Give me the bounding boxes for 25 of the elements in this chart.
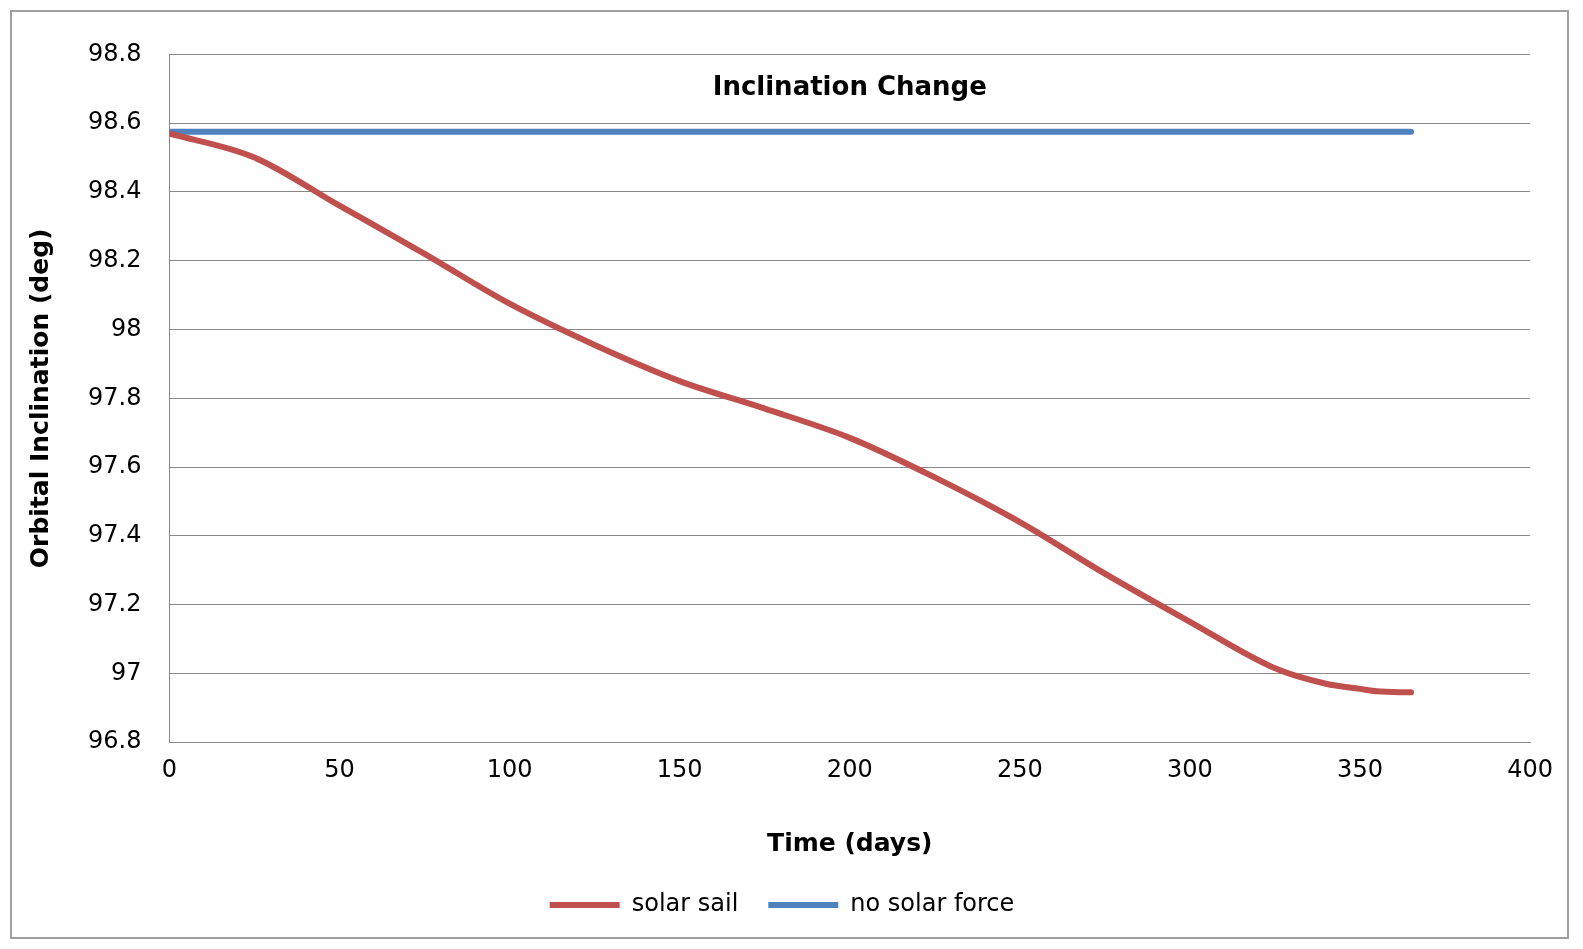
x-tick-label: 150 (656, 754, 703, 783)
y-tick-label: 97.2 (88, 588, 142, 617)
y-tick-label: 98.2 (88, 244, 142, 273)
y-tick-label: 98.6 (88, 107, 142, 136)
x-tick-label: 200 (826, 754, 873, 783)
text: Inclination Change (712, 71, 987, 102)
x-axis-title: Time (days) (767, 827, 933, 857)
legend-label: no solar force (850, 889, 1015, 918)
x-tick-label: 50 (324, 754, 355, 783)
x-tick-label: 250 (996, 754, 1043, 783)
y-tick-label: 97.8 (88, 382, 142, 411)
x-tick-label: 300 (1167, 754, 1213, 783)
legend-label: solar sail (631, 889, 739, 918)
y-tick-label: 97 (110, 657, 142, 686)
x-tick-label: 400 (1507, 754, 1553, 783)
y-tick-label: 98 (110, 313, 142, 342)
y-tick-label: 97.4 (88, 520, 142, 549)
y-tick-label: 98.8 (88, 38, 142, 67)
x-tick-label: 350 (1337, 754, 1383, 783)
y-axis-title: Orbital Inclination (deg) (24, 228, 54, 569)
y-tick-label: 97.6 (88, 451, 142, 480)
x-tick-label: 0 (161, 754, 178, 783)
y-tick-label: 96.8 (88, 726, 142, 755)
y-tick-label: 98.4 (88, 176, 142, 205)
x-tick-label: 100 (486, 754, 533, 783)
